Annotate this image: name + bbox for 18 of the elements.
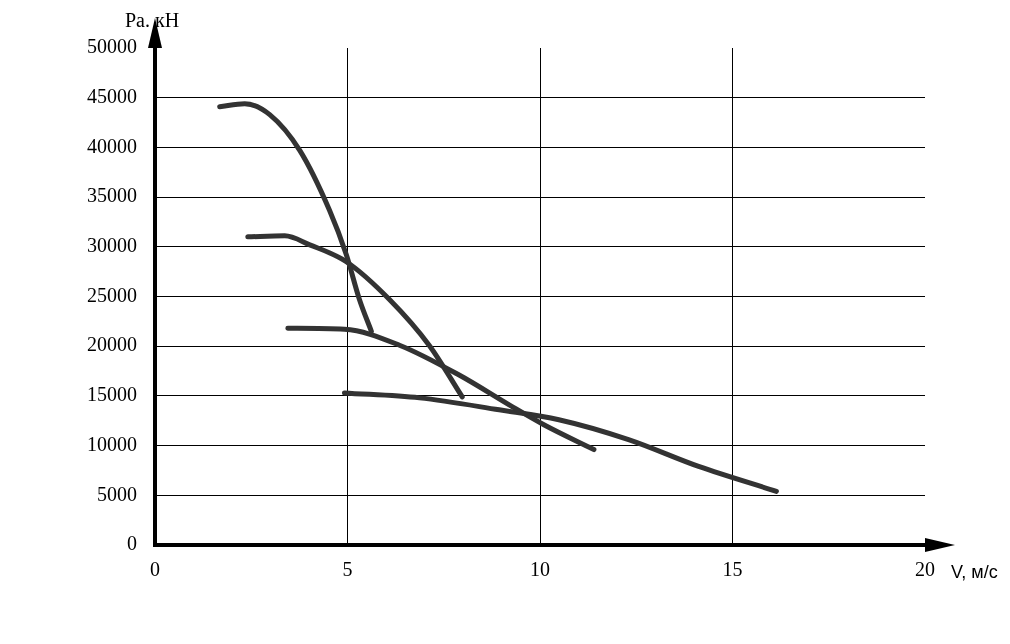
x-tick-label: 5 [342,558,353,581]
y-tick-label: 25000 [87,283,137,306]
x-tick-label: 0 [150,558,160,581]
y-tick-label: 50000 [87,35,137,58]
y-tick-label: 15000 [87,383,137,406]
y-tick-label: 20000 [87,333,137,356]
y-tick-label: 35000 [87,184,137,207]
y-axis-title: Ра. кН [125,9,180,32]
y-tick-label: 40000 [87,134,137,157]
y-tick-label: 0 [127,532,137,555]
x-axis-title: V, м/с [951,561,998,582]
y-tick-label: 45000 [87,84,137,107]
y-tick-label: 5000 [97,482,137,505]
x-tick-label: 15 [722,558,743,581]
y-tick-label: 30000 [87,234,137,257]
x-tick-label: 20 [915,558,935,581]
x-tick-label: 10 [530,558,550,581]
y-tick-label: 10000 [87,432,137,455]
